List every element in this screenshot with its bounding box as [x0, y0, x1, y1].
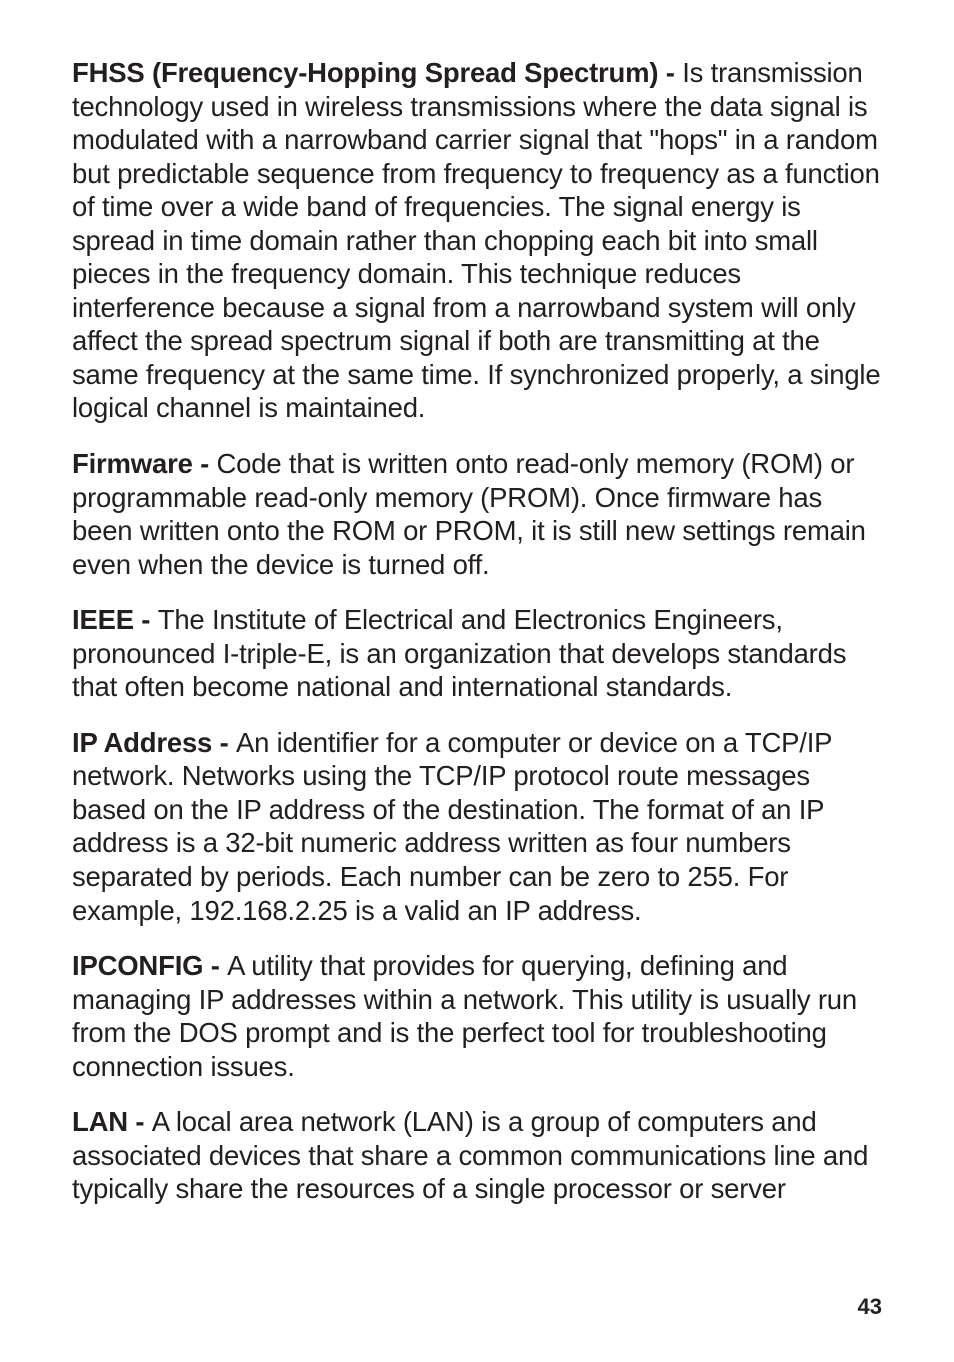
- page-number: 43: [858, 1294, 882, 1320]
- page-content: FHSS (Frequency-Hopping Spread Spectrum)…: [0, 0, 954, 1206]
- glossary-entry: FHSS (Frequency-Hopping Spread Spectrum)…: [72, 56, 882, 425]
- glossary-entry: Firmware - Code that is written onto rea…: [72, 447, 882, 581]
- glossary-entry: IP Address - An identifier for a compute…: [72, 726, 882, 927]
- definition: Is transmission technology used in wirel…: [72, 57, 880, 423]
- definition: A local area network (LAN) is a group of…: [72, 1106, 868, 1204]
- term: FHSS (Frequency-Hopping Spread Spectrum)…: [72, 57, 682, 88]
- term: IPCONFIG -: [72, 950, 227, 981]
- term: Firmware -: [72, 448, 217, 479]
- term: LAN -: [72, 1106, 152, 1137]
- glossary-entry: IEEE - The Institute of Electrical and E…: [72, 603, 882, 704]
- glossary-entry: IPCONFIG - A utility that provides for q…: [72, 949, 882, 1083]
- term: IP Address -: [72, 727, 236, 758]
- glossary-entry: LAN - A local area network (LAN) is a gr…: [72, 1105, 882, 1206]
- term: IEEE -: [72, 604, 158, 635]
- definition: The Institute of Electrical and Electron…: [72, 604, 846, 702]
